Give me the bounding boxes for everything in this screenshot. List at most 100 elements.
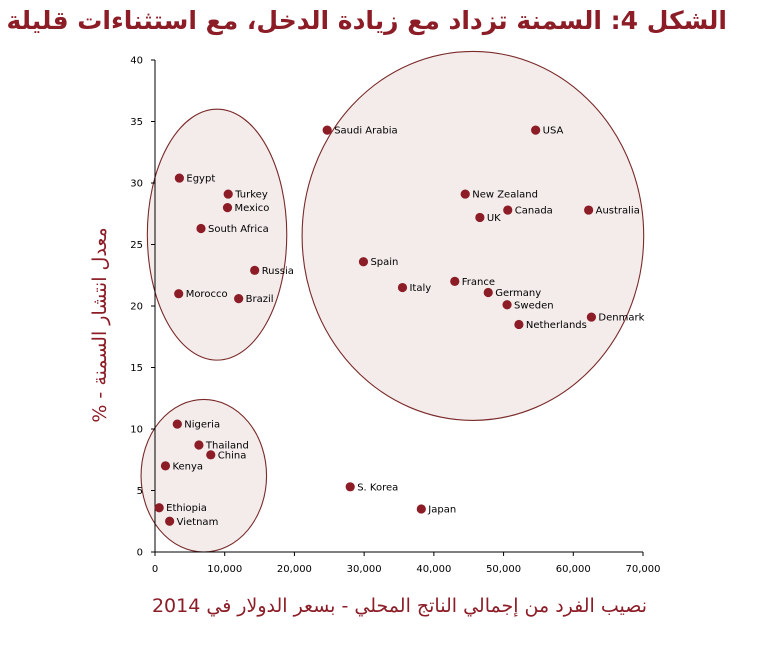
point-label: Saudi Arabia <box>334 126 397 137</box>
point-marker <box>345 482 355 492</box>
point-marker <box>586 312 597 322</box>
point-marker <box>450 276 460 286</box>
point-label: Kenya <box>172 461 203 472</box>
data-point: S. Korea <box>345 482 398 493</box>
data-point: Nigeria <box>172 419 220 431</box>
point-label: Morocco <box>186 289 228 300</box>
data-point: Spain <box>358 257 398 268</box>
point-label: Germany <box>495 288 541 299</box>
point-label: Italy <box>409 283 431 294</box>
data-point: Saudi Arabia <box>322 125 398 137</box>
point-label: Spain <box>370 257 398 268</box>
point-label: Brazil <box>246 294 274 305</box>
data-point: UK <box>475 212 501 224</box>
y-tick-label: 30 <box>130 179 143 190</box>
point-label: Australia <box>596 206 640 217</box>
point-marker <box>174 289 184 299</box>
point-label: Thailand <box>205 440 249 451</box>
data-point: USA <box>531 125 564 137</box>
point-marker <box>206 450 216 460</box>
data-point: Turkey <box>223 189 268 201</box>
x-tick-label: 20,000 <box>277 564 312 575</box>
point-label: Sweden <box>514 300 554 311</box>
y-tick-label: 5 <box>137 486 143 497</box>
data-point: Italy <box>397 282 431 294</box>
point-marker <box>460 189 470 199</box>
data-point: Sweden <box>502 300 554 311</box>
y-tick-label: 35 <box>130 117 143 128</box>
point-label: Mexico <box>235 203 270 214</box>
x-tick-label: 0 <box>152 564 158 575</box>
point-marker <box>322 125 332 135</box>
point-label: Russia <box>262 266 294 277</box>
point-marker <box>196 223 206 234</box>
x-tick-label: 30,000 <box>347 564 382 575</box>
data-point: Japan <box>416 504 456 515</box>
point-label: New Zealand <box>472 190 538 201</box>
point-label: Nigeria <box>184 420 220 431</box>
chart-title: الشكل 4: السمنة تزداد مع زيادة الدخل، مع… <box>6 6 727 35</box>
point-marker <box>514 319 524 330</box>
y-tick-label: 40 <box>130 56 143 67</box>
point-marker <box>397 282 408 293</box>
point-marker <box>250 265 260 275</box>
point-label: UK <box>487 213 501 224</box>
data-point: Russia <box>250 265 294 277</box>
data-point: Morocco <box>174 289 228 300</box>
chart-title-prefix: الشكل 4: <box>610 6 727 35</box>
data-point: South Africa <box>196 223 269 235</box>
point-marker <box>475 212 485 223</box>
point-marker <box>416 504 426 514</box>
point-label: Canada <box>515 206 553 217</box>
point-marker <box>174 173 184 183</box>
x-tick-label: 60,000 <box>556 564 591 575</box>
point-marker <box>531 125 541 135</box>
axes: 0 5 10 15 20 25 30 35 40 0 10,000 20,000 30,000 40,00… <box>130 56 660 576</box>
x-tick-label: 70,000 <box>626 564 661 575</box>
data-point: New Zealand <box>460 189 538 201</box>
point-label: Ethiopia <box>166 503 207 514</box>
x-tick-label: 40,000 <box>416 564 451 575</box>
data-point: Vietnam <box>165 516 219 528</box>
point-marker <box>483 287 493 298</box>
point-label: Turkey <box>234 190 268 201</box>
point-label: USA <box>543 126 564 137</box>
point-marker <box>223 189 233 199</box>
ellipse-middle-income <box>146 108 288 361</box>
point-label: France <box>462 277 495 288</box>
data-point: Egypt <box>174 173 215 185</box>
point-marker <box>234 294 244 304</box>
chart-title-text: السمنة تزداد مع زيادة الدخل، مع استثناءا… <box>6 6 602 35</box>
data-point: China <box>206 450 246 461</box>
x-tick-label: 50,000 <box>486 564 521 575</box>
data-point: Germany <box>483 287 541 299</box>
data-points: Saudi Arabia USA Egypt Turkey Mexico New Zeal… <box>154 125 645 528</box>
point-label: Japan <box>427 504 456 515</box>
point-marker <box>194 440 204 450</box>
point-label: Vietnam <box>177 517 219 528</box>
y-axis-label: معدل انتشار السمنة - % <box>89 227 111 423</box>
y-tick-label: 25 <box>130 240 143 251</box>
point-label: Egypt <box>186 174 215 185</box>
data-point: France <box>450 276 495 288</box>
point-marker <box>503 205 513 215</box>
data-point: Ethiopia <box>154 503 207 514</box>
point-marker <box>358 257 369 267</box>
point-marker <box>222 203 233 213</box>
data-point: Australia <box>584 205 640 217</box>
data-point: Thailand <box>194 440 249 451</box>
point-marker <box>502 300 512 310</box>
data-point: Kenya <box>160 461 203 472</box>
x-tick-label: 10,000 <box>207 564 242 575</box>
point-label: S. Korea <box>357 482 398 493</box>
point-marker <box>584 205 594 215</box>
group-ellipses <box>140 50 645 553</box>
data-point: Mexico <box>222 203 270 214</box>
y-tick-label: 0 <box>137 548 143 559</box>
ellipse-high-income <box>301 50 645 421</box>
point-marker <box>172 419 182 429</box>
y-tick-label: 15 <box>130 363 143 374</box>
y-tick-label: 20 <box>130 302 143 313</box>
point-marker <box>154 503 164 513</box>
